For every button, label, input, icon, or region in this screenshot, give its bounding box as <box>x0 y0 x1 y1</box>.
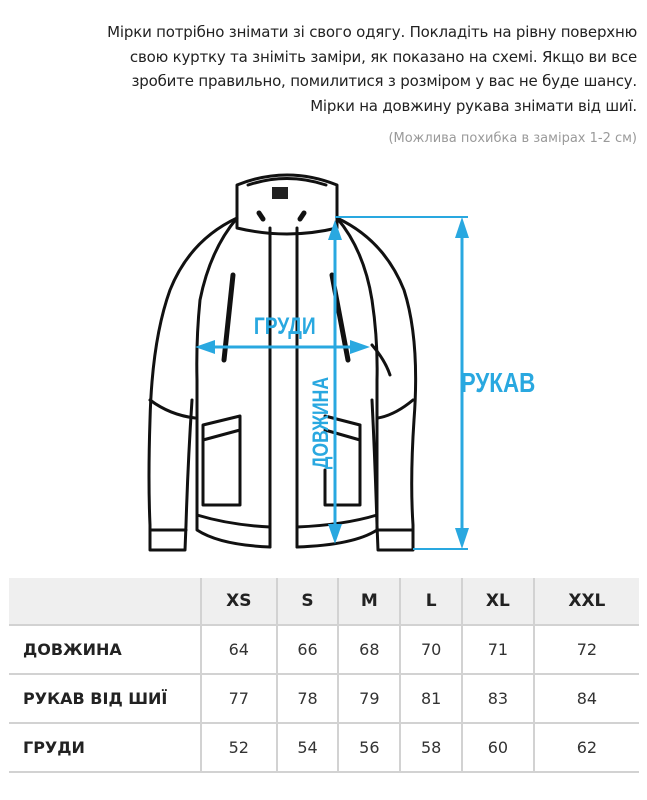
table-cell: 62 <box>532 723 639 773</box>
table-cell: 77 <box>200 674 277 724</box>
table-cell: 54 <box>275 723 339 773</box>
table-cell: 83 <box>461 674 534 724</box>
instruction-line: свою куртку та зніміть заміри, як показа… <box>129 47 637 66</box>
header-cell <box>9 578 201 626</box>
measurement-tolerance-note: (Можлива похибка в замірах 1-2 см) <box>388 131 637 146</box>
sleeve-label: РУКАВ <box>461 368 536 399</box>
table-cell: 58 <box>399 723 463 773</box>
table-cell: 64 <box>200 625 277 675</box>
table-cell: 60 <box>461 723 534 773</box>
header-cell: XS <box>200 578 277 626</box>
length-label: ДОВЖИНА <box>309 377 333 469</box>
table-row: ГРУДИ 52 54 56 58 60 62 <box>9 723 639 773</box>
table-cell: 79 <box>337 674 401 724</box>
header-cell: S <box>275 578 339 626</box>
table-cell: 78 <box>275 674 339 724</box>
table-cell: 56 <box>337 723 401 773</box>
header-cell: L <box>399 578 463 626</box>
jacket-measurement-diagram: ГРУДИ ДОВЖИНА РУКАВ <box>147 173 536 552</box>
table-cell: 72 <box>532 625 639 675</box>
row-label: РУКАВ ВІД ШИЇ <box>9 674 201 724</box>
jacket-outline <box>147 173 418 552</box>
table-header-row: XS S M L XL XXL <box>9 578 639 626</box>
table-cell: 68 <box>337 625 401 675</box>
size-chart-table: XS S M L XL XXL ДОВЖИНА 64 66 68 70 71 7… <box>9 578 639 773</box>
instructions-text: Мірки потрібно знімати зі свого одягу. П… <box>17 20 637 118</box>
chest-label: ГРУДИ <box>254 312 316 340</box>
row-label: ДОВЖИНА <box>9 625 201 675</box>
table-row: РУКАВ ВІД ШИЇ 77 78 79 81 83 84 <box>9 674 639 724</box>
measurement-arrows <box>195 216 469 550</box>
header-cell: XXL <box>532 578 639 626</box>
table-cell: 66 <box>275 625 339 675</box>
table-cell: 70 <box>399 625 463 675</box>
table-cell: 52 <box>200 723 277 773</box>
table-cell: 84 <box>532 674 639 724</box>
row-label: ГРУДИ <box>9 723 201 773</box>
table-cell: 71 <box>461 625 534 675</box>
instruction-line: зробите правильно, помилитися з розміром… <box>131 72 638 90</box>
instruction-line: Мірки потрібно знімати зі свого одягу. П… <box>107 23 637 41</box>
header-cell: XL <box>461 578 534 626</box>
instruction-line: Мірки на довжину рукава знімати від шиї. <box>310 96 637 115</box>
header-cell: M <box>337 578 401 626</box>
table-row: ДОВЖИНА 64 66 68 70 71 72 <box>9 625 639 675</box>
table-cell: 81 <box>399 674 463 724</box>
